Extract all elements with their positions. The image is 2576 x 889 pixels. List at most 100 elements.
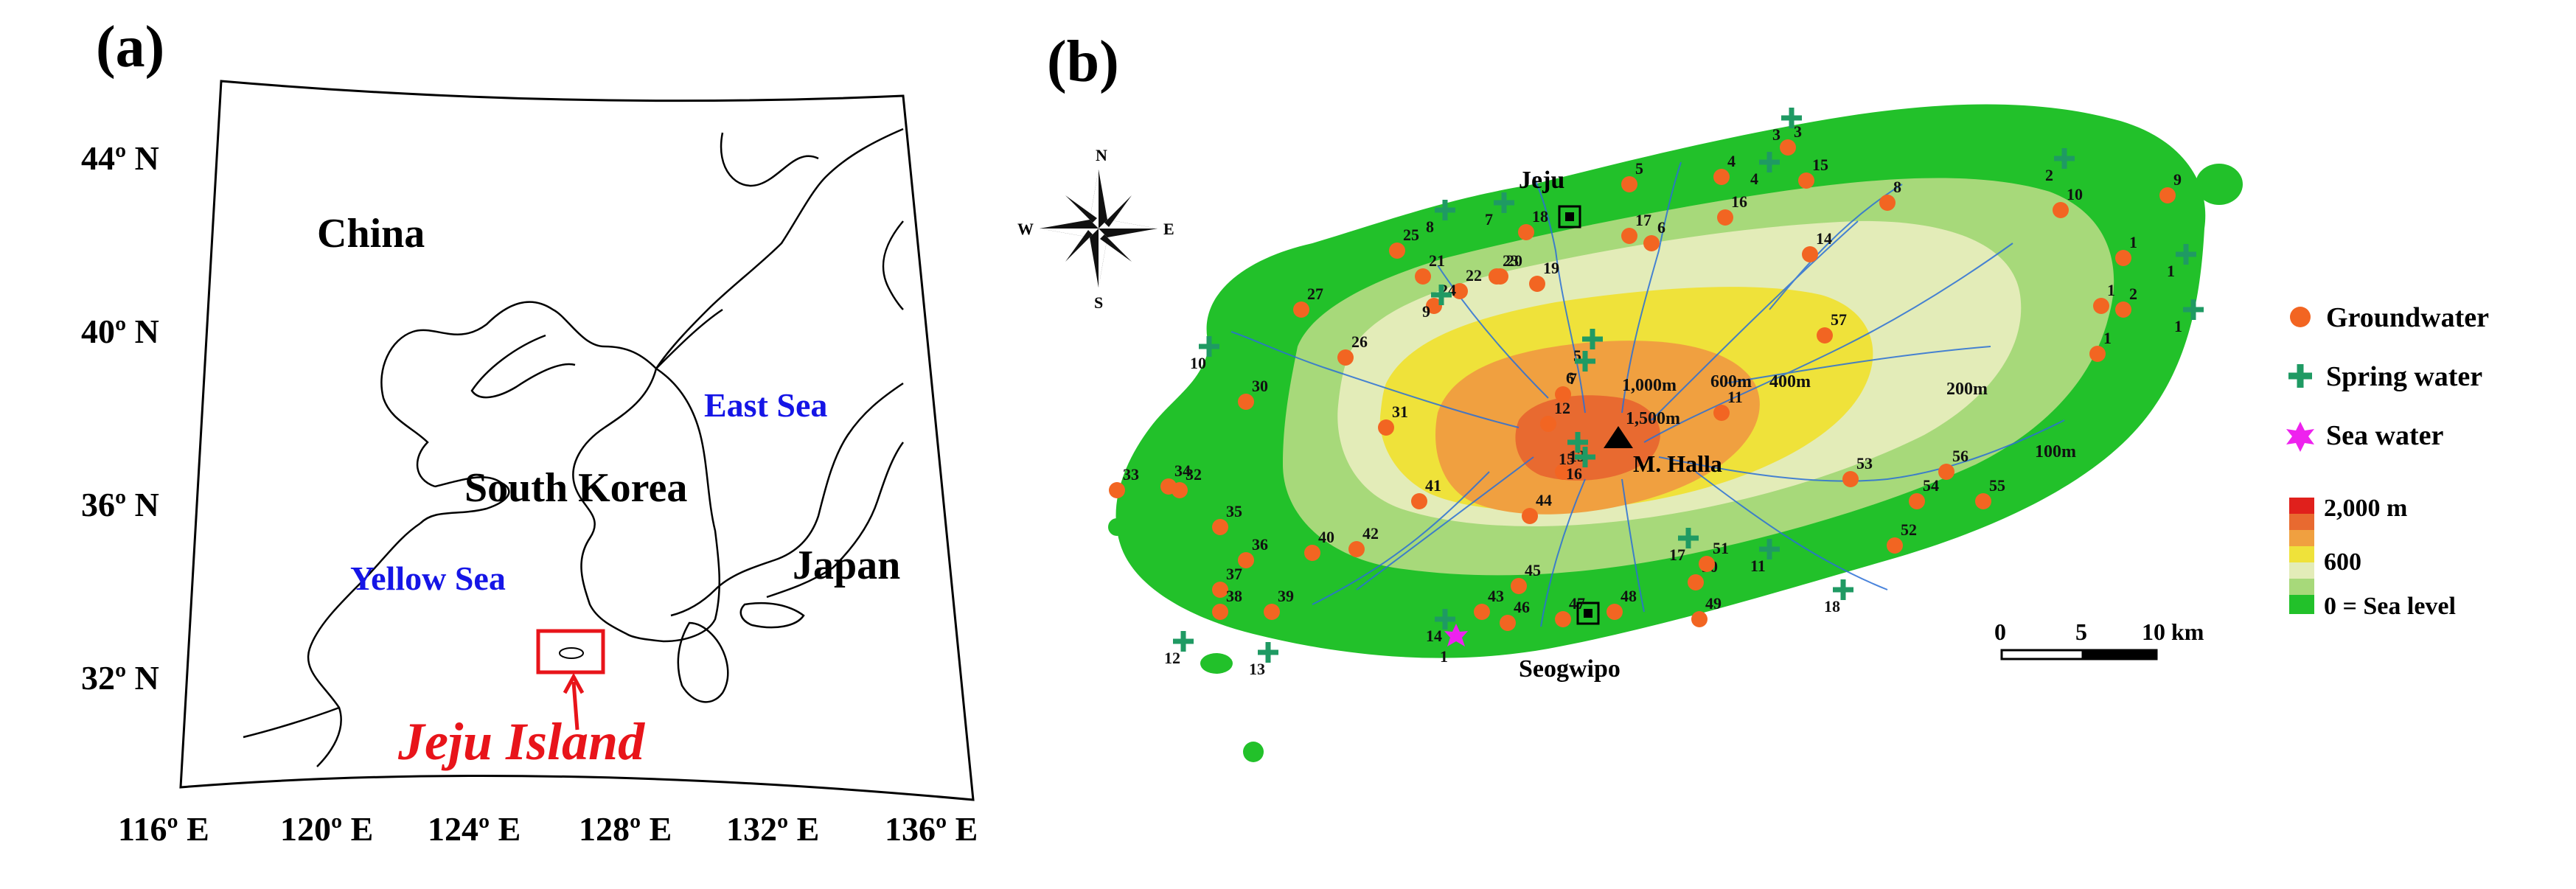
groundwater-point [1389,243,1405,259]
panel-b-label: (b) [1047,29,1119,94]
lon-label-136: 136º E [885,810,978,848]
compass-rose: N S E W [1017,146,1174,312]
udo-islet [2196,164,2243,205]
spring-point-label: 17 [1669,545,1685,564]
groundwater-point-label: 12 [1554,399,1570,417]
groundwater-point [1555,386,1571,402]
groundwater-point-label: 47 [1569,594,1585,613]
city-jeju: Jeju [1519,167,1581,229]
groundwater-point [1160,478,1177,495]
groundwater-point-label: 15 [1812,156,1828,174]
lon-label-124: 124º E [428,810,521,848]
groundwater-point-label: 25 [1403,226,1419,244]
legend-elev-top: 2,000 m [2324,495,2407,522]
groundwater-point-label: 57 [1831,310,1847,329]
city-jeju-icon [1565,212,1574,221]
sea-point [1444,624,1468,646]
spring-point [1494,192,1514,213]
spring-point [1575,351,1595,372]
spring-point [1759,152,1780,172]
legend-sea-icon [2286,422,2314,452]
legend: Groundwater Spring water Sea water 2,000… [2286,302,2489,620]
groundwater-point [1817,327,1833,344]
groundwater-point-label: 8 [1893,178,1901,196]
groundwater-point [1304,545,1320,561]
groundwater-point-label: 41 [1425,476,1441,495]
spring-point [1833,579,1853,600]
spring-point-label: 2 [2045,166,2053,184]
groundwater-point [1264,604,1280,620]
panel-a-label: (a) [96,15,164,80]
groundwater-point-label: 31 [1392,402,1408,421]
label-yellow-sea: Yellow Sea [350,559,506,597]
groundwater-point [1238,394,1254,410]
spring-point-label: 18 [1824,597,1840,616]
spring-point [1575,447,1595,467]
groundwater-point [1452,283,1468,299]
groundwater-point [1975,493,1991,509]
groundwater-point-label: 11 [1727,388,1743,406]
groundwater-point [1842,471,1859,487]
groundwater-point [1489,268,1505,285]
contour-1500m: 1,500m [1626,409,1680,428]
contour-1000m: 1,000m [1622,376,1677,395]
scale-ten: 10 km [2142,618,2204,645]
groundwater-point [1606,604,1623,620]
groundwater-point-label: 26 [1351,332,1368,351]
spring-point-label: 13 [1249,660,1265,678]
coastlines [243,128,905,767]
groundwater-point-label: 33 [1123,465,1139,484]
groundwater-point-label: 9 [2173,170,2182,189]
panel-b: (b) N S E W [1017,29,2489,762]
spring-point-label: 8 [1426,217,1434,236]
groundwater-point-label: 18 [1532,207,1548,226]
lat-label-36: 36º N [81,486,159,523]
groundwater-point [1938,464,1954,480]
groundwater-point-label: 1 [2103,329,2112,347]
lat-label-40: 40º N [81,313,159,350]
groundwater-point-label: 40 [1318,528,1334,546]
groundwater-point-label: 21 [1429,251,1445,270]
groundwater-point-label: 35 [1226,502,1242,520]
legend-elevation-ramp [2289,595,2314,614]
groundwater-point-label: 1 [2107,281,2115,299]
lon-label-128: 128º E [579,810,672,848]
compass-n: N [1096,146,1107,164]
groundwater-point [1699,556,1715,572]
groundwater-point-label: 49 [1705,594,1722,613]
spring-point [2183,299,2204,320]
spring-point [1173,631,1194,652]
groundwater-point [2093,298,2109,314]
label-jeju: Jeju [1519,167,1564,194]
city-seogwipo: Seogwipo [1519,602,1621,683]
groundwater-point [1713,169,1730,185]
spring-point-label: 6 [1566,369,1574,387]
groundwater-point [1887,537,1903,554]
groundwater-point [1511,578,1527,594]
spring-point [1431,285,1452,305]
groundwater-point [2115,250,2131,266]
spring-point-label: 12 [1164,649,1180,667]
gapado-islet [1200,653,1233,674]
spring-point-label: 15 [1559,450,1575,468]
contour-400m: 400m [1769,372,1811,391]
groundwater-point [1540,416,1556,432]
groundwater-point [1691,611,1708,627]
legend-spring-label: Spring water [2326,361,2482,392]
groundwater-point-label: 3 [1794,122,1802,141]
spring-point [1199,336,1219,357]
groundwater-point [1713,405,1730,421]
compass-w: W [1017,220,1034,238]
label-china: China [317,211,425,257]
spring-point [1435,200,1455,220]
groundwater-point-label: 1 [2129,233,2137,251]
groundwater-point-label: 52 [1901,520,1917,539]
lon-label-120: 120º E [280,810,373,848]
groundwater-point [1555,464,1571,480]
map-frame [179,80,975,801]
groundwater-point-label: 44 [1536,491,1552,509]
legend-groundwater-icon [2290,307,2311,327]
mount-halla-triangle-icon [1604,426,1633,448]
groundwater-point [1378,419,1394,436]
